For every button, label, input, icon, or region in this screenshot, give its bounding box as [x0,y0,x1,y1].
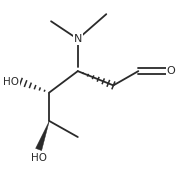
Text: O: O [167,66,176,76]
Text: HO: HO [3,77,19,87]
Text: N: N [74,34,82,44]
Polygon shape [36,121,49,151]
Text: HO: HO [31,153,47,163]
